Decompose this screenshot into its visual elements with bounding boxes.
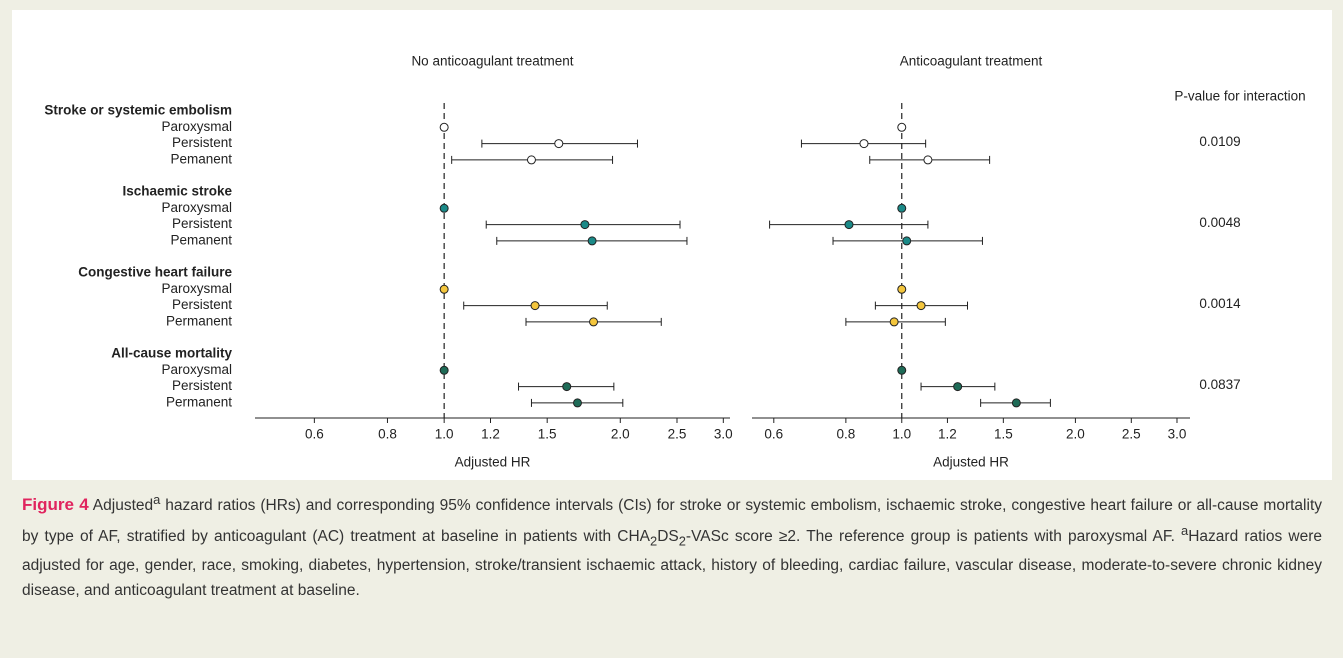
point [953, 382, 963, 392]
row-label: Pemanent [170, 151, 232, 166]
point [554, 139, 564, 149]
group-label: Congestive heart failure [78, 265, 232, 280]
row-label: Paroxysmal [161, 119, 232, 134]
caption-text: DS [657, 528, 679, 546]
row-label: Paroxysmal [161, 281, 232, 296]
group-label: All-cause mortality [111, 346, 232, 361]
row-label: Permanent [166, 394, 232, 409]
point [439, 284, 449, 294]
row-label: Persistent [172, 297, 232, 312]
caption-sub: 2 [678, 533, 686, 549]
point [859, 139, 869, 149]
x-tick-label: 0.6 [305, 427, 324, 442]
p-value: 0.0109 [1199, 134, 1240, 149]
point [897, 122, 907, 132]
row-label: Persistent [172, 216, 232, 231]
point [587, 236, 597, 246]
x-tick-label: 3.0 [714, 427, 733, 442]
point [572, 398, 582, 408]
point [526, 155, 536, 165]
point [897, 203, 907, 213]
x-tick-label: 0.8 [836, 427, 855, 442]
point [439, 203, 449, 213]
point [889, 317, 899, 327]
caption-sup: a [153, 492, 161, 507]
point [530, 301, 540, 311]
row-label: Paroxysmal [161, 362, 232, 377]
x-tick-label: 2.0 [1066, 427, 1085, 442]
row-label: Persistent [172, 135, 232, 150]
chart: P-value for interaction No anticoagulant… [44, 54, 1305, 470]
x-axis-label: Adjusted HR [455, 455, 531, 470]
x-tick-label: 2.0 [611, 427, 630, 442]
panel-title: Anticoagulant treatment [900, 54, 1043, 69]
point [439, 122, 449, 132]
x-tick-label: 1.0 [892, 427, 911, 442]
figure-label: Figure 4 [22, 495, 89, 515]
group-label: Stroke or systemic embolism [44, 103, 232, 118]
x-tick-label: 0.6 [764, 427, 783, 442]
p-value: 0.0837 [1199, 377, 1240, 392]
p-value: 0.0048 [1199, 215, 1240, 230]
point [897, 365, 907, 375]
x-tick-label: 1.5 [994, 427, 1013, 442]
point [916, 301, 926, 311]
row-label: Permanent [166, 313, 232, 328]
point [897, 284, 907, 294]
row-label: Persistent [172, 378, 232, 393]
point [580, 220, 590, 230]
caption-text: hazard ratios (HRs) and corresponding 95… [22, 497, 1322, 546]
caption-text: Hazard ratios were adjusted for age, gen… [22, 528, 1322, 600]
row-label: Pemanent [170, 232, 232, 247]
p-value-header: P-value for interaction [1174, 89, 1305, 104]
point [562, 382, 572, 392]
caption-sub: 2 [650, 533, 658, 549]
caption-sup: a [1181, 523, 1189, 539]
group-label: Ischaemic stroke [122, 184, 232, 199]
x-tick-label: 1.2 [938, 427, 957, 442]
x-tick-label: 3.0 [1168, 427, 1187, 442]
caption-text: Adjusted [92, 497, 154, 515]
panel-title: No anticoagulant treatment [411, 54, 573, 69]
point [923, 155, 933, 165]
x-tick-label: 2.5 [1122, 427, 1141, 442]
row-label: Paroxysmal [161, 200, 232, 215]
caption-text: -VASc score ≥2. The reference group is p… [685, 528, 1182, 546]
point [844, 220, 854, 230]
point [439, 365, 449, 375]
caption: Figure 4 Adjusteda hazard ratios (HRs) a… [22, 487, 1322, 603]
x-tick-label: 1.2 [481, 427, 500, 442]
x-tick-label: 0.8 [378, 427, 397, 442]
x-tick-label: 1.0 [435, 427, 454, 442]
p-value: 0.0014 [1199, 296, 1241, 311]
point [1011, 398, 1021, 408]
x-tick-label: 1.5 [538, 427, 557, 442]
x-axis-label: Adjusted HR [933, 455, 1009, 470]
figure-panel: P-value for interaction No anticoagulant… [12, 10, 1332, 480]
point [902, 236, 912, 246]
point [589, 317, 599, 327]
x-tick-label: 2.5 [668, 427, 687, 442]
